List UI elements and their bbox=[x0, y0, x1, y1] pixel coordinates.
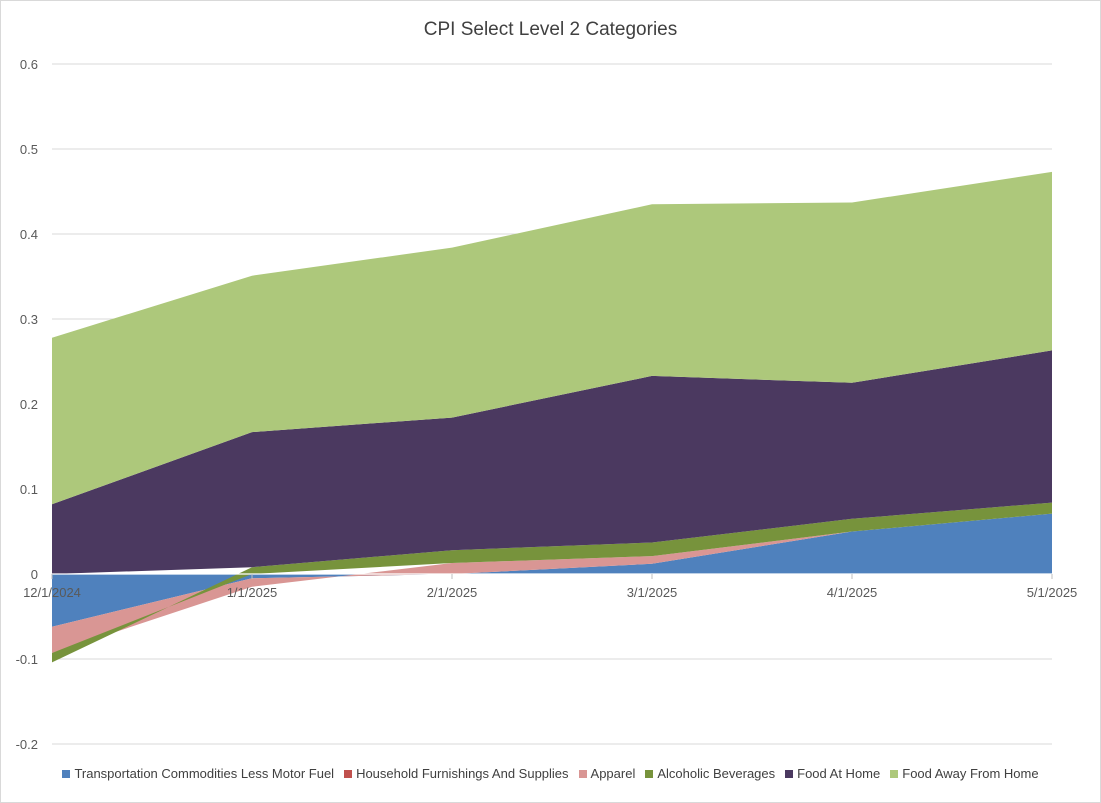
y-tick-label: 0.2 bbox=[20, 397, 38, 412]
y-axis-labels: -0.2 -0.1 0 0.1 0.2 0.3 0.4 0.5 0.6 bbox=[16, 57, 38, 752]
x-axis-labels: 12/1/2024 1/1/2025 2/1/2025 3/1/2025 4/1/202… bbox=[23, 585, 1077, 600]
series-areas bbox=[52, 171, 1052, 663]
area-apparel bbox=[52, 513, 1052, 653]
legend-label: Alcoholic Beverages bbox=[657, 766, 776, 781]
x-tick-label: 1/1/2025 bbox=[227, 585, 278, 600]
y-tick-label: 0.5 bbox=[20, 142, 38, 157]
legend-label: Food At Home bbox=[797, 766, 881, 781]
legend-item: Transportation Commodities Less Motor Fu… bbox=[62, 766, 334, 781]
legend-swatch bbox=[890, 769, 899, 778]
area-food-at-home bbox=[52, 350, 1052, 574]
y-tick-label: 0.1 bbox=[20, 482, 38, 497]
legend-swatch bbox=[785, 769, 794, 778]
legend-label: Transportation Commodities Less Motor Fu… bbox=[74, 766, 335, 781]
x-tick-label: 4/1/2025 bbox=[827, 585, 878, 600]
x-axis bbox=[51, 573, 1053, 579]
legend: Transportation Commodities Less Motor Fu… bbox=[0, 766, 1101, 781]
area-alcoholic-beverages bbox=[52, 502, 1052, 663]
legend-label: Household Furnishings And Supplies bbox=[356, 766, 569, 781]
legend-swatch bbox=[645, 769, 654, 778]
y-tick-label: 0.6 bbox=[20, 57, 38, 72]
x-tick-label: 5/1/2025 bbox=[1027, 585, 1078, 600]
legend-item: Alcoholic Beverages bbox=[645, 766, 775, 781]
legend-item: Food At Home bbox=[785, 766, 880, 781]
legend-item: Household Furnishings And Supplies bbox=[344, 766, 569, 781]
legend-item: Apparel bbox=[578, 766, 636, 781]
legend-item: Food Away From Home bbox=[890, 766, 1039, 781]
area-transportation-commodities-less-motor-fuel bbox=[52, 513, 1052, 627]
legend-swatch bbox=[578, 769, 587, 778]
legend-label: Food Away From Home bbox=[902, 766, 1039, 781]
legend-swatch bbox=[344, 769, 353, 778]
y-tick-label: 0.4 bbox=[20, 227, 38, 242]
x-tick-label: 12/1/2024 bbox=[23, 585, 81, 600]
y-tick-label: -0.2 bbox=[16, 737, 38, 752]
x-tick-label: 3/1/2025 bbox=[627, 585, 678, 600]
y-tick-label: -0.1 bbox=[16, 652, 38, 667]
y-tick-label: 0 bbox=[31, 567, 38, 582]
y-tick-label: 0.3 bbox=[20, 312, 38, 327]
area-food-away-from-home bbox=[52, 171, 1052, 505]
chart-title: CPI Select Level 2 Categories bbox=[423, 19, 678, 40]
legend-label: Apparel bbox=[590, 766, 636, 781]
x-tick-label: 2/1/2025 bbox=[427, 585, 478, 600]
legend-swatch bbox=[62, 769, 71, 778]
